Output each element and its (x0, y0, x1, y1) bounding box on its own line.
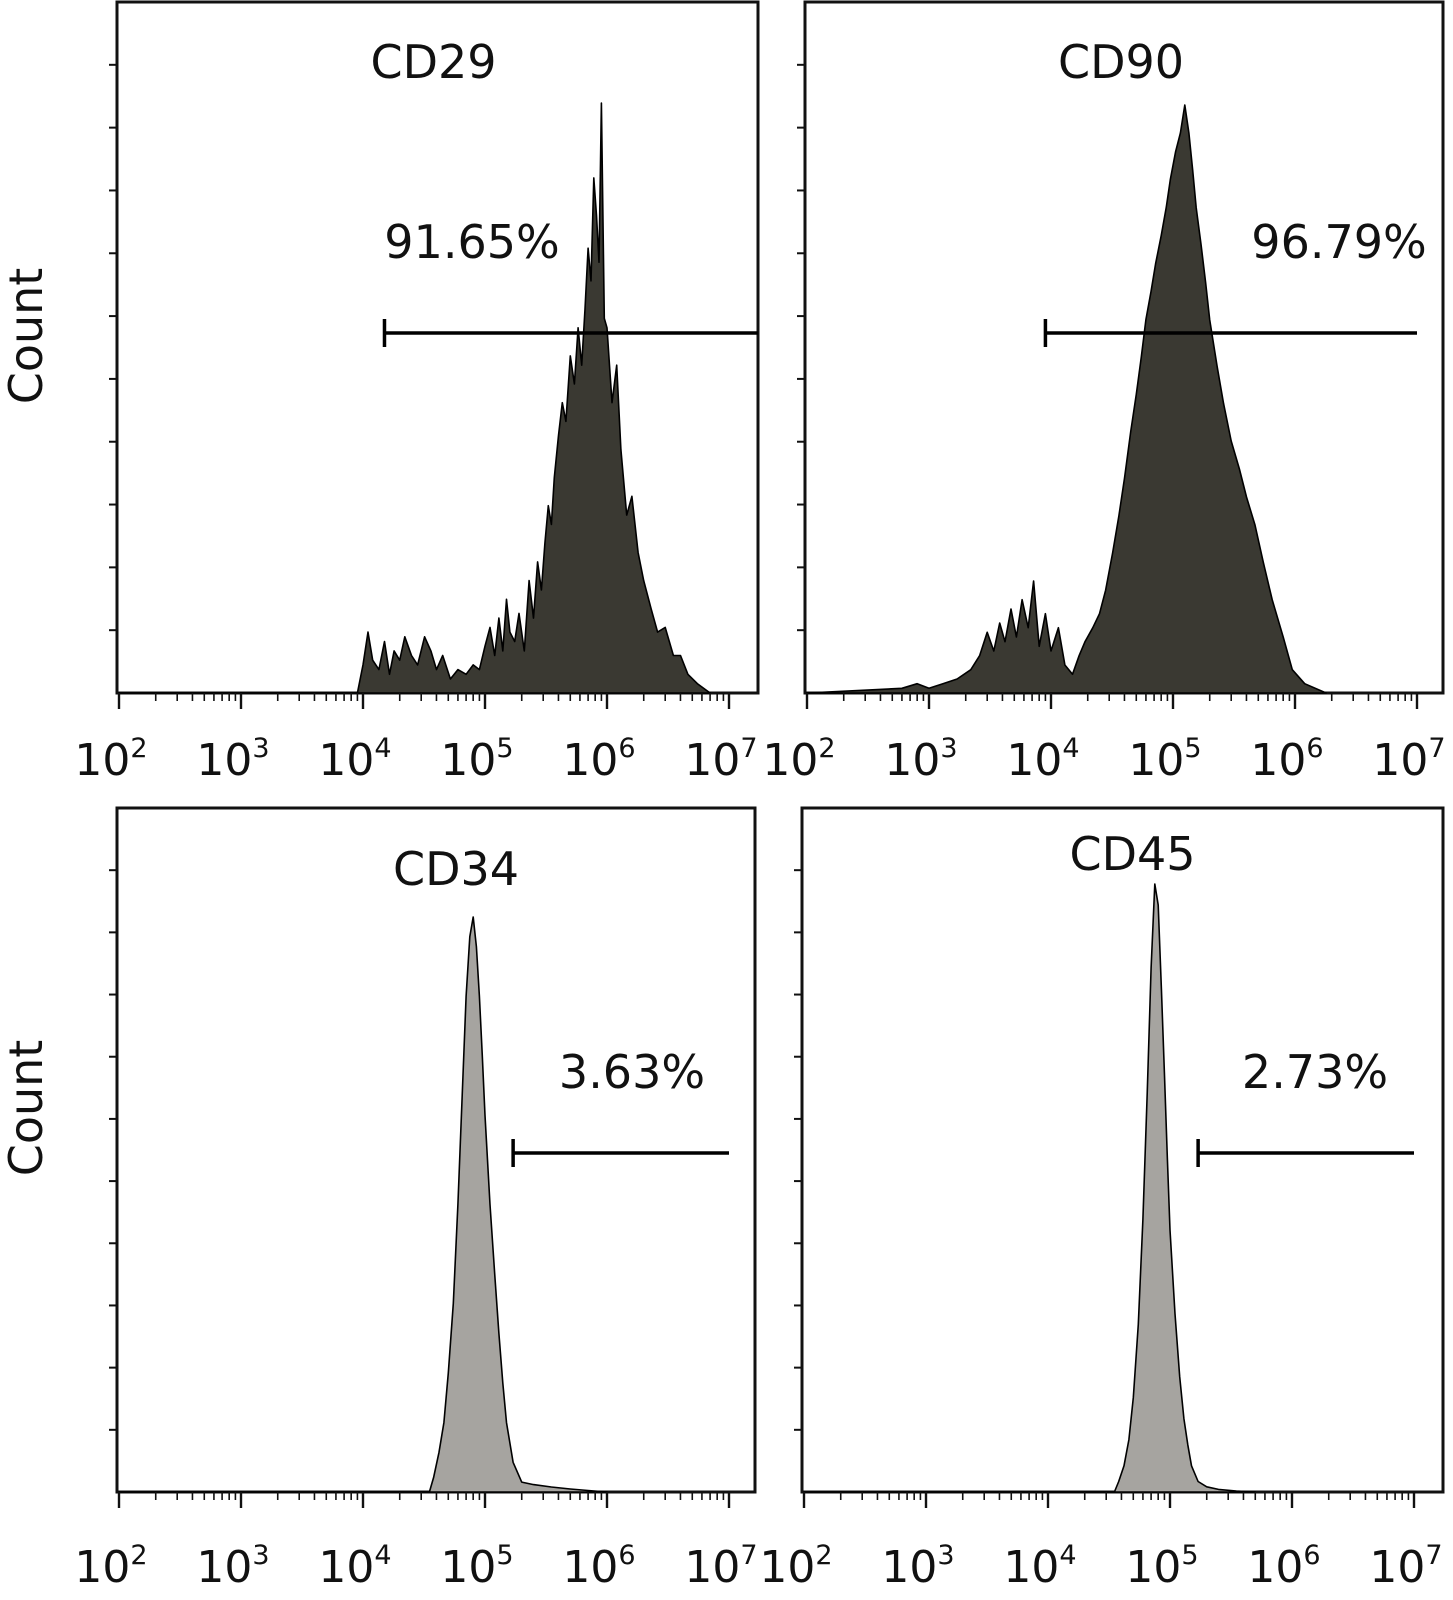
x-tick-label: 107 (684, 1540, 757, 1593)
x-tick-label: 104 (1006, 733, 1079, 786)
x-tick-label: 106 (1250, 733, 1323, 786)
gate-percentage: 2.73% (1242, 1045, 1388, 1099)
x-tick-label: 105 (1125, 1540, 1198, 1593)
x-tick-label: 105 (1128, 733, 1201, 786)
x-tick-label: 107 (1372, 733, 1445, 786)
histogram-area (118, 102, 711, 694)
marker-title: CD29 (370, 35, 496, 89)
x-tick-label: 102 (74, 733, 147, 786)
x-tick-label: 105 (440, 1540, 513, 1593)
gate-percentage: 3.63% (559, 1045, 705, 1099)
histogram-area (118, 916, 608, 1493)
gate-percentage: 96.79% (1251, 215, 1426, 269)
x-tick-label: 107 (1369, 1540, 1442, 1593)
x-tick-label: 105 (440, 733, 513, 786)
x-tick-label: 103 (884, 733, 957, 786)
histogram-area (806, 104, 1327, 694)
x-tick-label: 107 (684, 733, 757, 786)
y-axis-label-top: Count (0, 268, 53, 405)
histogram-panel-cd90: 102 103 104 105 106 107 CD90 96.79% (762, 0, 1446, 786)
histogram-panel-cd29: 102 103 104 105 106 107 CD29 91.65% (74, 0, 760, 786)
panel-frame (800, 806, 1445, 1494)
panel-frame (115, 806, 757, 1494)
marker-title: CD90 (1058, 35, 1184, 89)
panel-frame (115, 0, 760, 695)
histogram-area (803, 883, 1257, 1493)
x-tick-label: 103 (196, 1540, 269, 1593)
x-tick-label: 104 (1003, 1540, 1076, 1593)
x-tick-label: 106 (562, 1540, 635, 1593)
x-tick-label: 104 (318, 733, 391, 786)
x-tick-label: 103 (196, 733, 269, 786)
y-axis-label-bottom: Count (0, 1040, 53, 1177)
x-tick-label: 104 (318, 1540, 391, 1593)
marker-title: CD45 (1069, 827, 1195, 881)
x-tick-label: 106 (1247, 1540, 1320, 1593)
x-tick-label: 102 (74, 1540, 147, 1593)
x-tick-label: 102 (762, 733, 835, 786)
marker-title: CD34 (393, 842, 519, 896)
histogram-panel-cd45: 102 103 104 105 106 107 CD45 2.73% (759, 806, 1445, 1593)
x-tick-label: 102 (759, 1540, 832, 1593)
gate-percentage: 91.65% (384, 215, 559, 269)
x-tick-label: 103 (881, 1540, 954, 1593)
histogram-panel-cd34: 102 103 104 105 106 107 CD34 3.63% (74, 806, 758, 1593)
x-tick-label: 106 (562, 733, 635, 786)
